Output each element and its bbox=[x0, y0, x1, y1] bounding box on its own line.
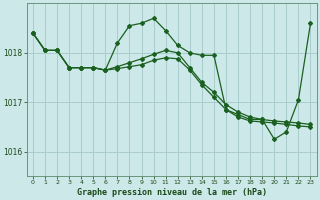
X-axis label: Graphe pression niveau de la mer (hPa): Graphe pression niveau de la mer (hPa) bbox=[77, 188, 267, 197]
